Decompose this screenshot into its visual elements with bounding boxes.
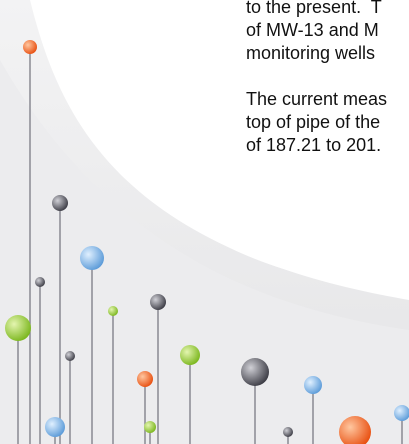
decoration — [0, 0, 409, 444]
text-line: of MW-13 and M — [246, 19, 409, 42]
paragraph: to the present. T of MW-13 and M monitor… — [246, 0, 409, 65]
text-line: monitoring wells — [246, 42, 409, 65]
text-line: top of pipe of the — [246, 111, 409, 134]
paragraph: The current meas top of pipe of the of 1… — [246, 88, 409, 157]
text-line: to the present. T — [246, 0, 409, 19]
page: {"paragraphs": [ {"lines": ["to the pres… — [0, 0, 409, 444]
text-line: of 187.21 to 201. — [246, 134, 409, 157]
text-line: The current meas — [246, 88, 409, 111]
